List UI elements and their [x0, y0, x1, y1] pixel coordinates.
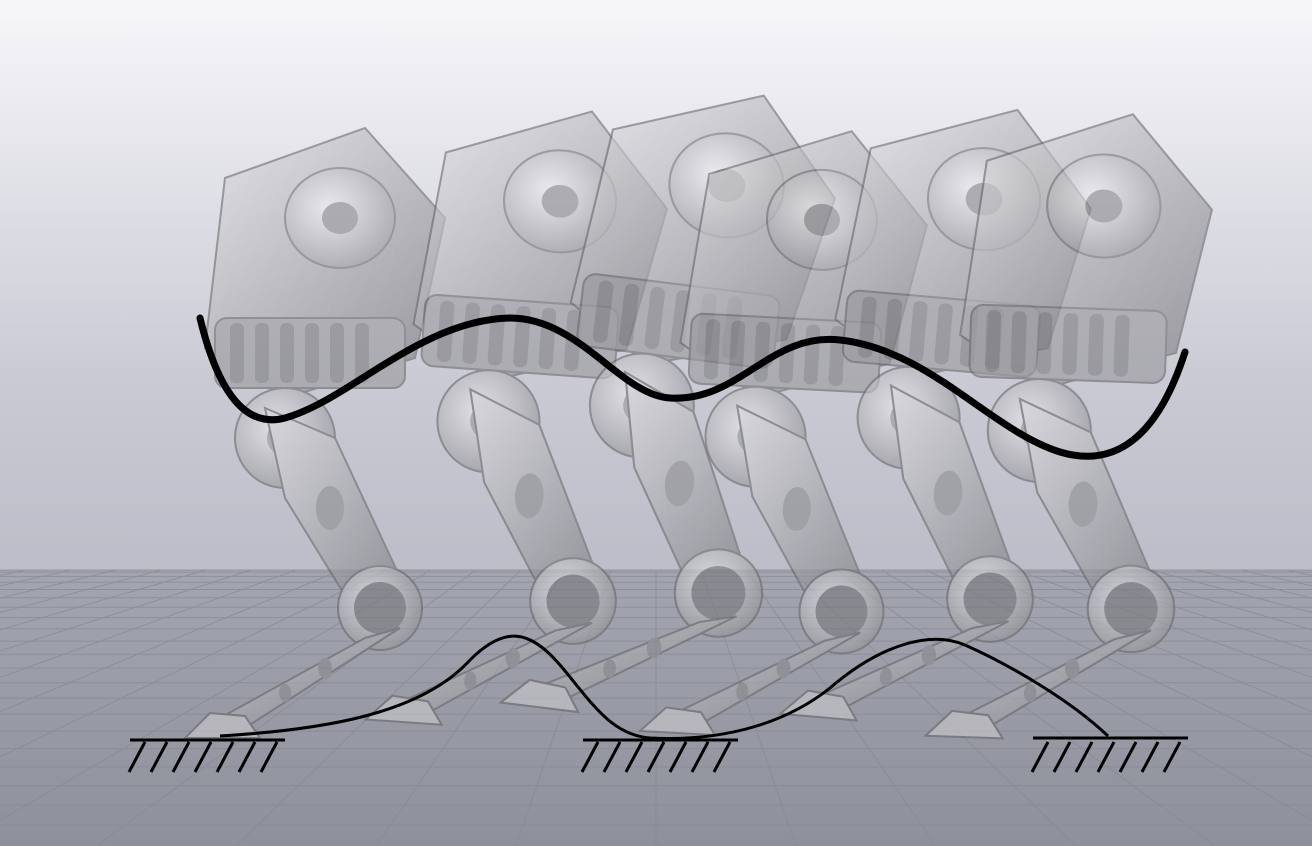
body-trajectory-line	[196, 314, 1189, 460]
ground-contact-2	[580, 738, 738, 773]
ground-contact-3	[1030, 736, 1188, 773]
ground-contact-1	[127, 738, 285, 773]
foot-trajectory-line	[219, 634, 1110, 740]
